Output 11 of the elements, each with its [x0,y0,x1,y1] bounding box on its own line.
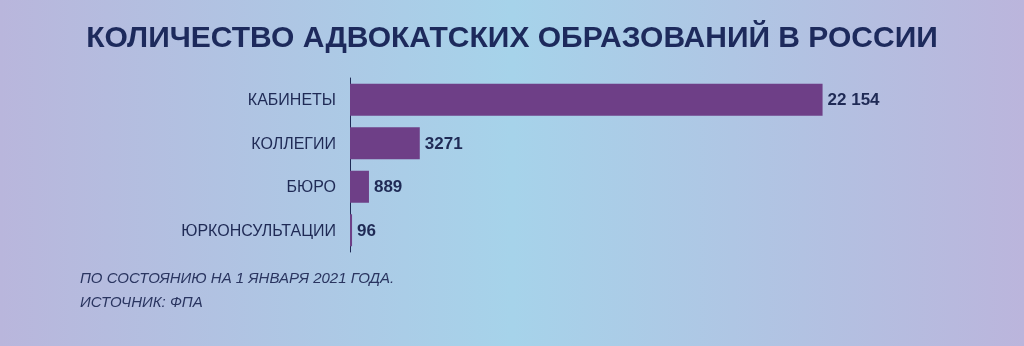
y-tick-label: БЮРО [286,178,336,196]
data-label: 3271 [424,133,463,153]
data-label: 22 154 [827,90,881,110]
y-tick-label: КОЛЛЕГИИ [251,134,336,152]
y-tick-label: ЮРКОНСУЛЬТАЦИИ [181,221,336,239]
data-label: 889 [373,177,403,197]
data-label: 96 [357,220,376,240]
text: ПО СОСТОЯНИЮ НА 1 ЯНВАРЯ 2021 ГОДА. [80,269,395,286]
text: ИСТОЧНИК: ФПА [80,293,203,310]
chart-title: КОЛИЧЕСТВО АДВОКАТСКИХ ОБРАЗОВАНИЙ В РОССИИ [86,19,938,53]
y-tick-label: КАБИНЕТЫ [247,91,336,109]
